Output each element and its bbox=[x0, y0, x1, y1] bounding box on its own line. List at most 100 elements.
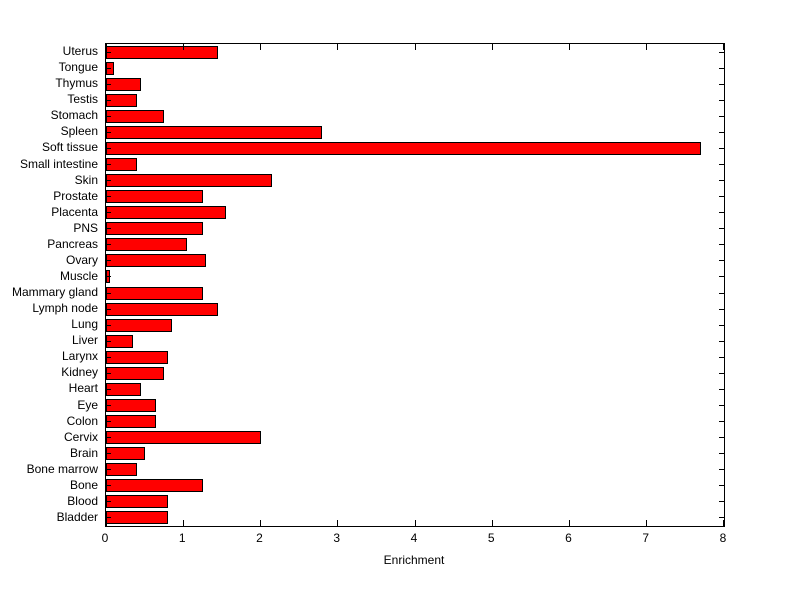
y-tick-mark-right bbox=[719, 131, 724, 133]
bar-colon bbox=[106, 415, 157, 429]
y-tick-mark-left bbox=[106, 51, 111, 53]
x-tick-mark-top bbox=[260, 44, 261, 50]
y-tick-mark-left bbox=[106, 469, 111, 471]
y-tick-label: Placenta bbox=[51, 204, 98, 219]
x-tick-mark-bottom bbox=[491, 520, 493, 526]
y-tick-mark-right bbox=[719, 501, 724, 503]
y-tick-mark-right bbox=[719, 324, 724, 326]
x-tick-mark-top bbox=[723, 44, 724, 50]
bar-lymph-node bbox=[106, 302, 218, 316]
y-tick-label: Brain bbox=[69, 445, 98, 460]
x-tick-mark-bottom bbox=[646, 520, 648, 526]
y-tick-label: PNS bbox=[73, 220, 98, 235]
y-tick-mark-right bbox=[719, 340, 724, 342]
x-axis-tick-labels: 0 1 2 3 4 5 6 7 8 bbox=[102, 531, 727, 547]
x-tick-mark-top bbox=[569, 44, 570, 50]
y-tick-mark-right bbox=[719, 180, 724, 182]
x-tick-mark-top bbox=[414, 44, 416, 50]
bar-pancreas bbox=[106, 238, 188, 252]
y-tick-mark-right bbox=[719, 405, 724, 406]
bar-bladder bbox=[106, 511, 168, 525]
y-tick-mark-right bbox=[719, 147, 724, 149]
y-tick-label: Muscle bbox=[59, 268, 98, 283]
x-tick-mark-bottom bbox=[569, 520, 570, 526]
y-tick-mark-left bbox=[106, 356, 111, 358]
y-tick-label: Bone bbox=[69, 477, 98, 492]
x-tick-label: 4 bbox=[410, 531, 418, 545]
y-tick-label: Cervix bbox=[63, 429, 98, 444]
y-tick-mark-right bbox=[719, 485, 724, 487]
x-tick-label: 0 bbox=[101, 531, 109, 545]
x-tick-mark-top bbox=[337, 44, 339, 50]
y-tick-mark-left bbox=[106, 501, 111, 503]
y-tick-label: Spleen bbox=[60, 124, 98, 139]
y-tick-mark-right bbox=[719, 308, 724, 310]
y-tick-mark-left bbox=[106, 244, 111, 246]
y-tick-mark-right bbox=[719, 372, 724, 374]
y-tick-mark-right bbox=[719, 260, 724, 262]
y-tick-mark-right bbox=[719, 67, 724, 69]
y-tick-mark-right bbox=[719, 244, 724, 246]
y-tick-label: Skin bbox=[74, 172, 98, 187]
y-tick-label: Heart bbox=[68, 381, 98, 396]
y-tick-mark-right bbox=[719, 83, 724, 85]
y-tick-label: Tongue bbox=[58, 60, 98, 75]
x-tick-label: 7 bbox=[642, 531, 650, 545]
y-tick-label: Uterus bbox=[62, 44, 98, 59]
x-tick-mark-bottom bbox=[260, 520, 261, 526]
y-tick-mark-right bbox=[719, 276, 724, 278]
y-tick-mark-left bbox=[106, 308, 111, 310]
y-tick-mark-right bbox=[719, 421, 724, 423]
y-tick-mark-left bbox=[106, 115, 111, 117]
y-tick-mark-right bbox=[719, 51, 724, 53]
bar-lung bbox=[106, 318, 172, 332]
plot-area bbox=[105, 43, 725, 527]
y-tick-mark-left bbox=[106, 372, 111, 374]
x-tick-mark-top bbox=[646, 44, 648, 50]
y-tick-label: Blood bbox=[67, 493, 98, 508]
y-tick-mark-left bbox=[106, 260, 111, 262]
y-tick-mark-right bbox=[719, 99, 724, 101]
y-tick-mark-left bbox=[106, 453, 111, 455]
x-tick-label: 1 bbox=[178, 531, 186, 545]
y-tick-label: Stomach bbox=[50, 108, 98, 123]
x-tick-label: 6 bbox=[565, 531, 572, 545]
bar-eye bbox=[106, 399, 157, 412]
y-tick-mark-left bbox=[106, 164, 111, 165]
bar-soft-tissue bbox=[106, 141, 701, 155]
x-tick-mark-bottom bbox=[182, 520, 184, 526]
bar-blood bbox=[106, 495, 168, 509]
y-tick-mark-left bbox=[106, 437, 111, 439]
y-tick-label: Eye bbox=[77, 397, 98, 412]
y-tick-label: Pancreas bbox=[47, 236, 98, 251]
y-tick-mark-left bbox=[106, 324, 111, 326]
y-axis-tick-labels: Uterus Tongue Thymus Testis Stomach Spleen Sof… bbox=[5, 43, 105, 525]
y-tick-label: Soft tissue bbox=[41, 140, 98, 155]
y-tick-mark-left bbox=[106, 405, 111, 406]
x-tick-mark-top bbox=[106, 44, 107, 50]
y-tick-label: Ovary bbox=[65, 252, 98, 267]
x-axis-title: Enrichment bbox=[383, 553, 445, 567]
y-tick-label: Thymus bbox=[55, 76, 98, 91]
y-tick-mark-left bbox=[106, 196, 111, 198]
y-tick-mark-right bbox=[719, 517, 724, 519]
y-tick-label: Mammary gland bbox=[11, 285, 98, 300]
x-tick-label: 2 bbox=[256, 531, 263, 545]
y-tick-mark-left bbox=[106, 180, 111, 182]
y-tick-mark-right bbox=[719, 356, 724, 358]
x-tick-mark-top bbox=[182, 44, 184, 50]
x-tick-mark-bottom bbox=[414, 520, 416, 526]
y-tick-mark-right bbox=[719, 453, 724, 455]
y-tick-mark-left bbox=[106, 131, 111, 133]
y-tick-label: Colon bbox=[66, 413, 98, 428]
y-tick-label: Bladder bbox=[56, 509, 98, 524]
y-tick-label: Larynx bbox=[61, 349, 98, 364]
x-tick-mark-bottom bbox=[337, 520, 339, 526]
y-tick-mark-left bbox=[106, 292, 111, 294]
y-tick-mark-left bbox=[106, 517, 111, 519]
y-tick-mark-left bbox=[106, 147, 111, 149]
bar-heart bbox=[106, 382, 141, 396]
y-tick-label: Prostate bbox=[53, 188, 98, 203]
bar-uterus bbox=[106, 45, 218, 59]
bar-prostate bbox=[106, 190, 203, 204]
